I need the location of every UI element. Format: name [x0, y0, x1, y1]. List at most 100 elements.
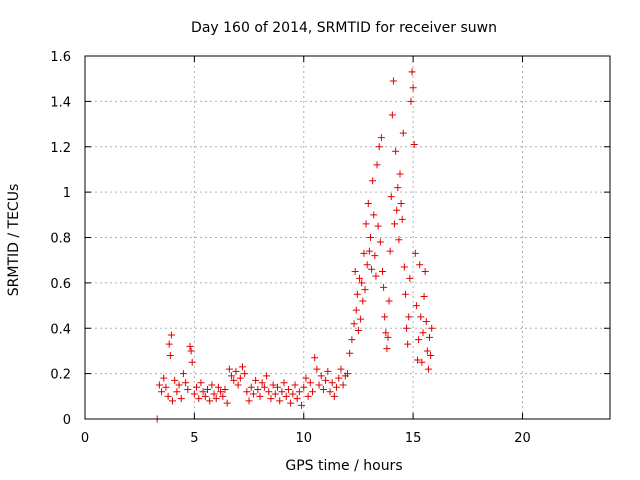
data-point — [372, 272, 380, 280]
data-point — [385, 297, 393, 305]
data-point — [245, 397, 253, 405]
data-point — [406, 274, 414, 282]
data-point — [400, 263, 408, 271]
data-point — [188, 358, 196, 366]
data-point — [230, 376, 238, 384]
data-point — [363, 261, 371, 269]
data-point — [383, 345, 391, 353]
x-tick-label: 10 — [295, 431, 312, 446]
data-point — [269, 381, 277, 389]
data-point — [221, 386, 229, 394]
data-point — [421, 268, 429, 276]
data-point — [302, 374, 310, 382]
data-point — [254, 386, 262, 394]
x-tick-label: 5 — [190, 431, 198, 446]
data-point — [405, 313, 413, 321]
data-point — [155, 381, 163, 389]
data-point — [411, 249, 419, 257]
data-point — [416, 261, 424, 269]
x-tick-label: 20 — [514, 431, 531, 446]
data-point — [214, 383, 222, 391]
data-point — [298, 401, 306, 409]
data-point — [236, 374, 244, 382]
x-tick-label: 15 — [405, 431, 422, 446]
x-axis-label: GPS time / hours — [285, 458, 402, 474]
data-point — [426, 333, 434, 341]
data-point — [249, 390, 257, 398]
data-point — [162, 383, 170, 391]
data-point — [324, 367, 332, 375]
data-point — [184, 386, 192, 394]
data-point — [364, 199, 372, 207]
y-tick-label: 0.2 — [50, 368, 71, 383]
data-point — [252, 376, 260, 384]
data-point — [271, 390, 279, 398]
data-point — [348, 336, 356, 344]
data-point — [422, 317, 430, 325]
data-point — [361, 286, 369, 294]
data-point — [412, 302, 420, 310]
data-point — [410, 140, 418, 148]
y-tick-label: 0.8 — [50, 232, 71, 247]
data-point — [317, 372, 325, 380]
data-point — [420, 292, 428, 300]
data-point — [309, 388, 316, 396]
data-point — [282, 392, 290, 400]
data-point — [379, 268, 386, 276]
data-point — [373, 161, 381, 169]
data-point — [357, 315, 365, 323]
data-point — [319, 386, 327, 394]
data-point — [376, 238, 384, 246]
data-point — [427, 351, 435, 359]
data-point — [304, 392, 312, 400]
data-point — [418, 358, 426, 366]
data-point — [344, 370, 351, 378]
data-point — [167, 331, 175, 339]
grid-lines — [85, 56, 610, 419]
data-point — [370, 211, 378, 219]
data-point — [289, 390, 297, 398]
data-point — [346, 349, 354, 357]
data-point — [284, 386, 292, 394]
data-point — [190, 390, 198, 398]
data-point — [386, 247, 394, 255]
data-point — [199, 388, 207, 396]
data-point — [210, 390, 218, 398]
data-point — [166, 351, 174, 359]
data-point — [330, 392, 338, 400]
data-point — [186, 342, 194, 350]
data-point — [197, 379, 205, 387]
data-point — [232, 367, 240, 375]
data-point — [217, 388, 225, 396]
data-point — [201, 392, 209, 400]
y-tick-label: 1.4 — [50, 95, 71, 110]
data-point — [280, 379, 288, 387]
data-point — [354, 327, 362, 335]
data-point — [360, 249, 368, 257]
data-point — [182, 379, 190, 387]
data-point — [328, 379, 336, 387]
data-point — [337, 365, 345, 373]
data-point — [295, 388, 303, 396]
data-point — [335, 374, 343, 382]
data-point — [398, 215, 406, 223]
data-point — [397, 199, 405, 207]
data-point — [371, 252, 379, 260]
data-point — [388, 111, 396, 119]
data-point — [160, 374, 168, 382]
data-point — [164, 392, 172, 400]
data-point — [395, 236, 403, 244]
data-point — [417, 313, 425, 321]
data-point — [293, 395, 301, 403]
data-point — [362, 220, 370, 228]
data-point — [274, 383, 281, 391]
data-point — [195, 395, 203, 403]
data-point — [350, 320, 358, 328]
data-point — [175, 381, 183, 389]
data-point — [399, 129, 407, 137]
data-point — [173, 388, 181, 396]
data-point — [365, 247, 373, 255]
data-point — [267, 395, 275, 403]
x-tick-label: 0 — [81, 431, 89, 446]
